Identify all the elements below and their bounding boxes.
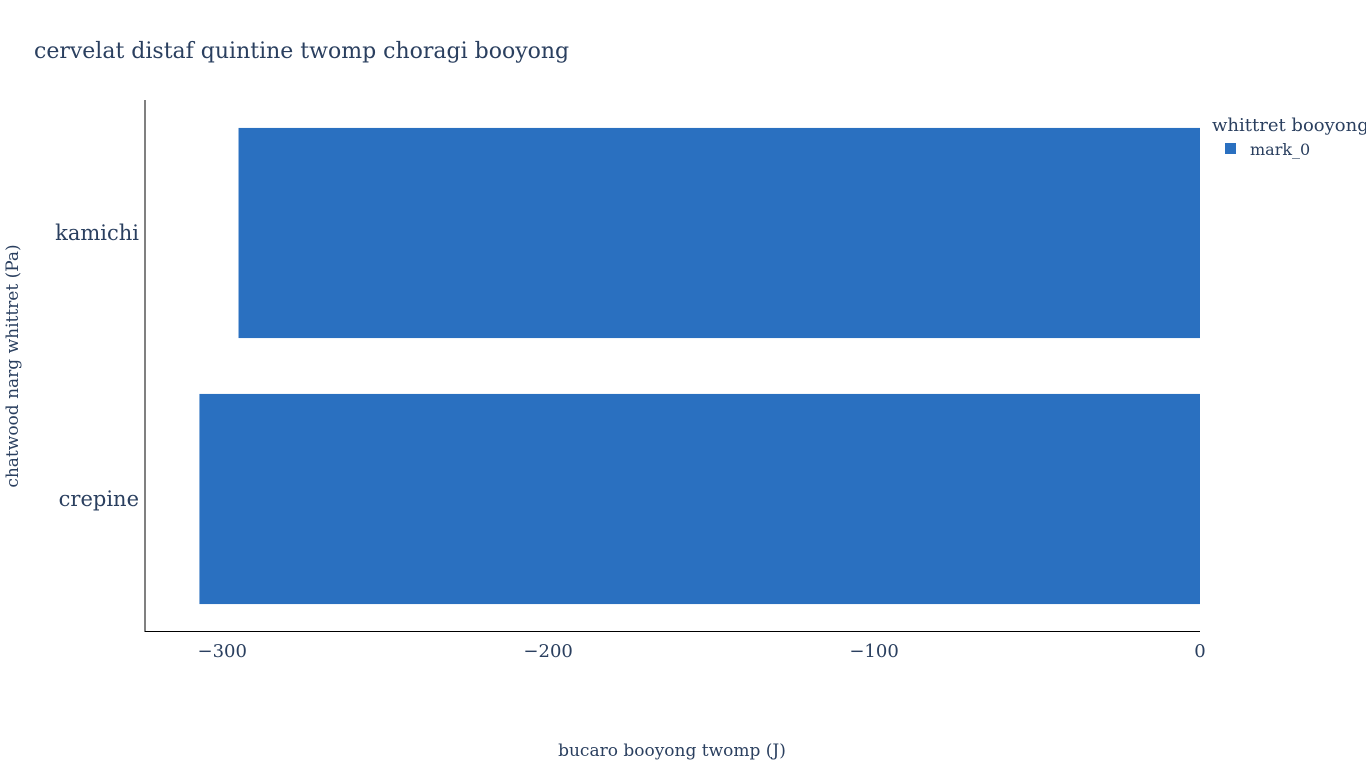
x-tick-label: −100 <box>849 641 898 662</box>
y-tick-label-kamichi: kamichi <box>55 221 139 245</box>
bars-layer <box>199 127 1201 605</box>
bar-crepine[interactable] <box>199 393 1201 605</box>
y-tick-label-crepine: crepine <box>59 487 139 511</box>
x-tick-label: 0 <box>1194 641 1205 662</box>
legend-title: whittret booyong <box>1212 115 1366 136</box>
legend-label-mark-0[interactable]: mark_0 <box>1250 140 1310 159</box>
legend: whittret booyong mark_0 <box>1212 115 1366 159</box>
chart-title: cervelat distaf quintine twomp choragi b… <box>34 39 569 64</box>
bar-kamichi[interactable] <box>238 127 1201 339</box>
y-axis-title: chatwood narg whittret (Pa) <box>3 244 23 487</box>
x-tick-label: −300 <box>198 641 247 662</box>
x-tick-label: −200 <box>523 641 572 662</box>
y-ticks-layer: crepine kamichi <box>55 221 139 511</box>
x-ticks-layer: −300 −200 −100 0 <box>198 641 1206 662</box>
x-axis-title: bucaro booyong twomp (J) <box>558 741 786 761</box>
legend-swatch-mark-0[interactable] <box>1225 143 1236 154</box>
